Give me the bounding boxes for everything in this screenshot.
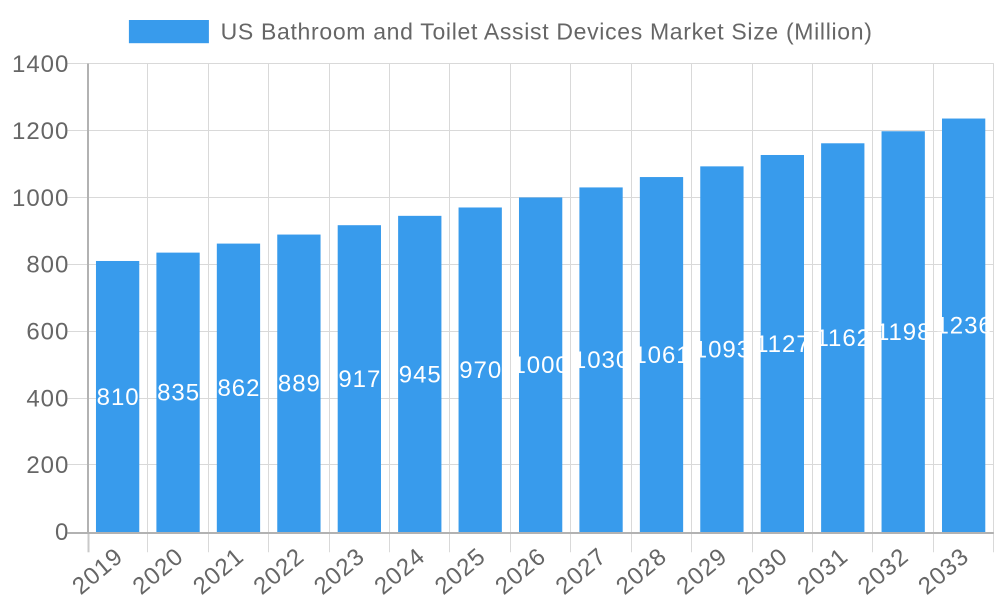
svg-text:1162: 1162: [816, 325, 872, 352]
svg-text:889: 889: [278, 371, 321, 398]
svg-text:1400: 1400: [12, 51, 69, 78]
svg-text:0: 0: [55, 519, 69, 546]
svg-text:1198: 1198: [876, 319, 932, 346]
svg-text:1236: 1236: [935, 313, 992, 340]
svg-text:1200: 1200: [12, 118, 69, 145]
svg-text:1127: 1127: [755, 331, 811, 358]
svg-text:1061: 1061: [633, 342, 690, 369]
svg-text:917: 917: [338, 366, 381, 393]
svg-text:970: 970: [459, 357, 502, 384]
svg-text:835: 835: [157, 380, 200, 407]
svg-text:945: 945: [399, 361, 442, 388]
svg-text:810: 810: [97, 384, 140, 411]
svg-text:1000: 1000: [12, 185, 69, 212]
svg-text:US Bathroom and Toilet Assist: US Bathroom and Toilet Assist Devices Ma…: [221, 18, 873, 44]
svg-text:400: 400: [26, 385, 69, 412]
svg-text:1030: 1030: [573, 347, 630, 374]
svg-text:200: 200: [26, 452, 69, 479]
svg-text:600: 600: [26, 318, 69, 345]
svg-text:1093: 1093: [694, 337, 751, 364]
svg-text:800: 800: [26, 252, 69, 279]
svg-text:1000: 1000: [512, 352, 569, 379]
svg-text:862: 862: [217, 375, 260, 402]
